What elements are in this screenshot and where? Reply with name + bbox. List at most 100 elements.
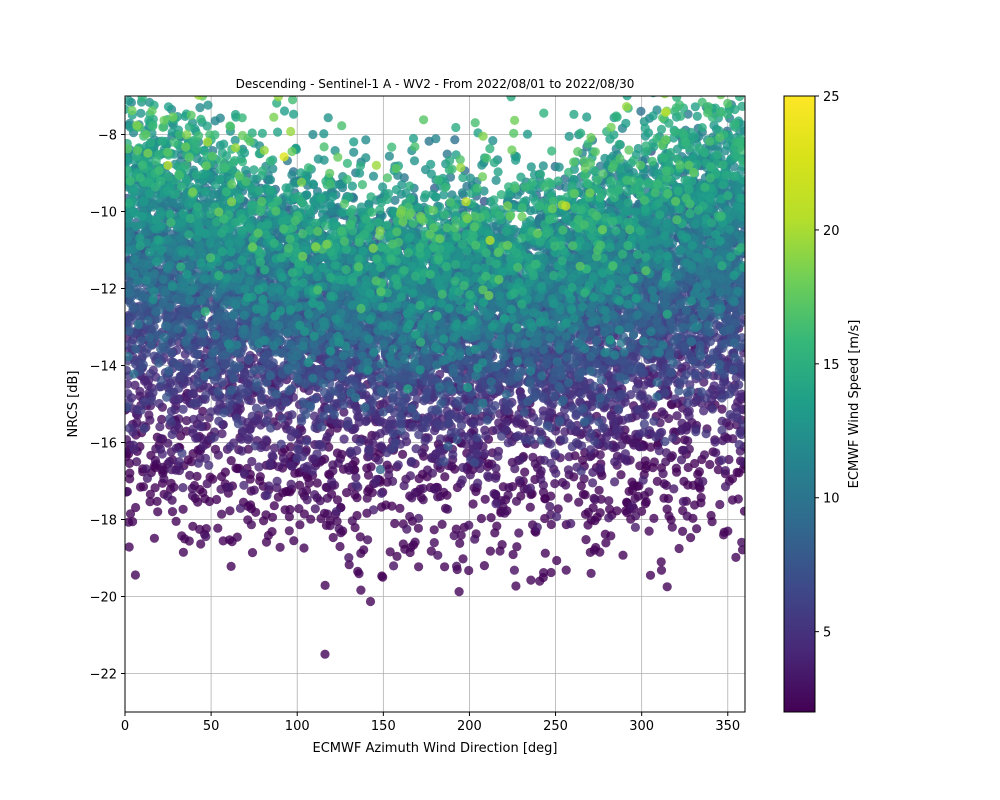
scatter-point [595,508,605,518]
scatter-point [589,381,599,391]
scatter-point [433,492,443,502]
scatter-point [135,386,145,396]
scatter-point [272,476,282,486]
scatter-point [606,380,617,390]
scatter-point [456,420,466,430]
scatter-point [552,555,562,566]
scatter-point [545,439,556,449]
scatter-point [131,502,141,513]
scatter-point [255,476,265,486]
scatter-point [197,337,207,347]
scatter-point [418,483,428,494]
scatter-point [277,413,287,423]
scatter-point [304,478,314,488]
scatter-point [455,538,465,549]
scatter-point [697,361,707,371]
scatter-point [371,475,381,485]
scatter-point [362,493,372,503]
scatter-point [325,521,335,531]
scatter-point [396,426,406,436]
scatter-point [177,448,187,458]
scatter-point [212,494,222,505]
scatter-point [540,548,550,558]
scatter-point [281,397,291,407]
scatter-point [476,513,486,524]
scatter-point [292,453,302,463]
scatter-point [299,543,309,553]
scatter-point [604,513,614,523]
scatter-point [237,446,247,456]
scatter-point [261,435,271,445]
scatter-point [174,394,184,404]
scatter-point [530,459,540,469]
scatter-point [128,440,138,450]
scatter-point [269,501,279,511]
scatter-point [510,464,520,474]
scatter-point [628,365,638,375]
scatter-point [468,499,478,509]
scatter-point [226,561,236,572]
scatter-point [576,466,586,476]
scatter-point [595,463,606,473]
scatter-point [178,404,188,414]
scatter-point [590,436,600,446]
scatter-point [561,480,571,490]
scatter-point [429,525,439,535]
scatter-point [289,536,299,546]
scatter-point [254,462,264,472]
scatter-point [141,348,151,358]
scatter-point [727,474,738,484]
scatter-point [699,406,709,416]
scatter-point [399,481,409,491]
scatter-point [586,568,596,579]
scatter-point [730,352,740,363]
scatter-point [735,428,745,438]
scatter-point [440,472,450,482]
scatter-point [546,519,556,530]
scatter-point [388,476,398,486]
scatter-point [429,538,439,548]
scatter-point [437,519,447,530]
scatter-point [410,537,420,547]
scatter-point [699,450,710,460]
scatter-point [632,481,642,491]
scatter-point [390,438,400,448]
scatter-point [310,490,320,500]
scatter-point [649,363,659,373]
scatter-point [604,496,614,506]
scatter-point [433,550,443,560]
scatter-point [674,386,684,396]
scatter-point [320,580,330,591]
scatter-point [145,489,155,499]
scatter-point [264,481,274,491]
scatter-point [154,398,164,409]
scatter-point [275,542,285,552]
scatter-point [413,523,423,533]
scatter-point [571,438,582,448]
scatter-point [414,562,424,572]
scatter-point [701,429,711,439]
scatter-point [422,387,432,397]
scatter-point [182,416,192,426]
scatter-point [239,480,249,490]
scatter-point [422,377,432,387]
scatter-point [663,494,674,504]
scatter-point [183,455,193,465]
scatter-point [719,530,729,540]
scatter-point [739,506,745,516]
scatter-point [509,565,519,575]
scatter-point [705,459,715,470]
scatter-point [696,387,706,397]
scatter-point [192,378,203,388]
scatter-point [368,505,379,515]
scatter-point [302,436,312,446]
scatter-point [418,495,428,505]
scatter-point [219,408,229,418]
scatter-point [356,585,366,595]
scatter-point [284,386,294,396]
scatter-point [224,482,234,492]
scatter-point [535,427,545,437]
scatter-point [302,495,312,505]
scatter-point [606,389,616,399]
